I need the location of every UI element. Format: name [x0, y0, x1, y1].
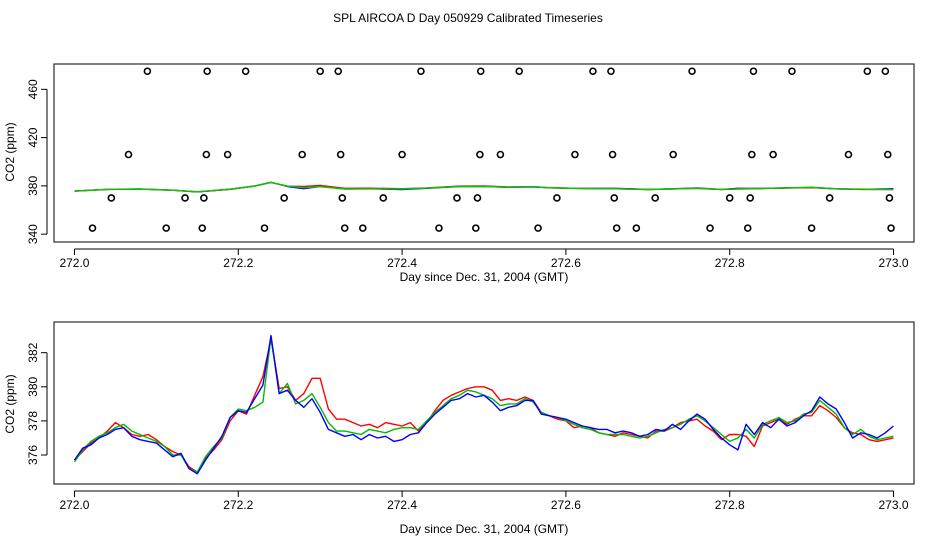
top-scatter-point: [887, 224, 895, 232]
bottom-y-tick-label: 376: [26, 445, 40, 465]
top-y-tick-label: 420: [26, 127, 40, 147]
top-scatter-point: [241, 67, 250, 76]
top-scatter-point: [749, 67, 758, 76]
top-scatter-point: [336, 150, 345, 159]
top-panel: Day since Dec. 31, 2004 (GMT) CO2 (ppm) …: [3, 63, 915, 284]
top-x-tick-label: 272.8: [715, 256, 745, 270]
top-scatter-point: [589, 67, 597, 76]
top-scatter-point: [143, 67, 152, 76]
top-scatter-point: [725, 194, 734, 202]
top-scatter-point: [496, 150, 505, 159]
top-x-tick-label: 273.0: [879, 256, 909, 270]
top-scatter-point: [825, 194, 834, 202]
top-scatter-point: [553, 194, 561, 202]
chart-title: SPL AIRCOA D Day 050929 Calibrated Times…: [333, 11, 603, 25]
top-scatter-point: [379, 194, 388, 202]
top-scatter-point: [863, 67, 872, 76]
top-x-tick-label: 272.6: [551, 256, 581, 270]
top-scatter-point: [612, 224, 621, 232]
top-scatter-point: [883, 150, 892, 159]
top-scatter-point: [198, 224, 207, 232]
top-scatter-point: [107, 194, 116, 202]
top-scatter-point: [88, 224, 97, 232]
top-scatter-point: [476, 67, 485, 76]
top-scatter-point: [202, 150, 211, 159]
top-scatter-point: [260, 224, 269, 232]
top-scatter-point: [608, 150, 617, 159]
top-scatter-point: [181, 194, 189, 202]
bottom-series-green: [73, 336, 894, 473]
bottom-series-blue: [73, 334, 894, 475]
top-scatter-point: [607, 67, 615, 76]
bottom-panel: Day since Dec. 31, 2004 (GMT) CO2 (ppm) …: [3, 321, 915, 536]
top-scatter-point: [885, 194, 894, 202]
top-scatter-point: [651, 194, 659, 202]
top-scatter-point: [358, 224, 367, 232]
top-scatter-point: [473, 194, 482, 202]
top-scatter-point: [881, 67, 890, 76]
top-scatter-point: [476, 150, 484, 159]
bottom-x-tick-label: 273.0: [879, 498, 909, 512]
top-scatter-point: [162, 224, 171, 232]
top-y-tick-label: 460: [26, 79, 40, 99]
bottom-y-tick-label: 380: [26, 376, 40, 396]
top-x-tick-label: 272.0: [59, 256, 89, 270]
top-scatter-point: [571, 150, 579, 159]
top-scatter-point: [472, 224, 480, 232]
bottom-y-axis-label: CO2 (ppm): [3, 374, 17, 433]
top-scatter-point: [807, 224, 816, 232]
top-scatter-point: [746, 194, 754, 202]
bottom-x-tick-label: 272.0: [59, 498, 89, 512]
bottom-series-red: [73, 338, 894, 473]
top-scatter-point: [788, 67, 796, 76]
top-scatter-point: [200, 194, 208, 202]
top-scatter-point: [748, 150, 756, 159]
top-scatter-point: [334, 67, 343, 76]
top-scatter-point: [688, 67, 696, 76]
top-x-tick-label: 272.2: [223, 256, 253, 270]
top-y-tick-label: 380: [26, 176, 40, 196]
bottom-y-tick-label: 378: [26, 411, 40, 431]
bottom-plot-frame: [53, 321, 915, 485]
top-scatter-point: [124, 150, 133, 159]
bottom-x-tick-label: 272.2: [223, 498, 253, 512]
top-scatter-point: [398, 150, 406, 159]
top-scatter-point: [280, 194, 288, 202]
top-series-green: [74, 181, 894, 193]
top-y-axis-label: CO2 (ppm): [3, 122, 17, 181]
bottom-x-tick-label: 272.6: [551, 498, 581, 512]
top-x-tick-label: 272.4: [387, 256, 417, 270]
top-scatter-point: [632, 224, 641, 232]
top-scatter-point: [223, 150, 232, 159]
bottom-x-tick-label: 272.4: [387, 498, 417, 512]
bottom-y-tick-label: 382: [26, 342, 40, 362]
top-scatter-point: [610, 194, 619, 202]
top-scatter-point: [515, 67, 524, 76]
top-scatter-point: [340, 224, 349, 232]
top-scatter-point: [453, 194, 461, 202]
top-scatter-point: [417, 67, 425, 76]
top-scatter-point: [706, 224, 714, 232]
top-scatter-point: [316, 67, 324, 76]
top-scatter-point: [669, 150, 678, 159]
top-scatter-point: [769, 150, 777, 159]
top-scatter-point: [435, 224, 443, 232]
top-scatter-point: [534, 224, 542, 232]
bottom-x-tick-label: 272.8: [715, 498, 745, 512]
top-scatter-point: [844, 150, 853, 159]
top-x-axis-label: Day since Dec. 31, 2004 (GMT): [400, 270, 569, 284]
top-scatter-point: [743, 224, 752, 232]
top-plot-frame: [53, 63, 915, 243]
bottom-x-axis-label: Day since Dec. 31, 2004 (GMT): [400, 522, 569, 536]
top-y-tick-label: 340: [26, 224, 40, 244]
top-scatter-point: [203, 67, 211, 76]
top-scatter-point: [298, 150, 306, 159]
top-scatter-point: [338, 194, 347, 202]
